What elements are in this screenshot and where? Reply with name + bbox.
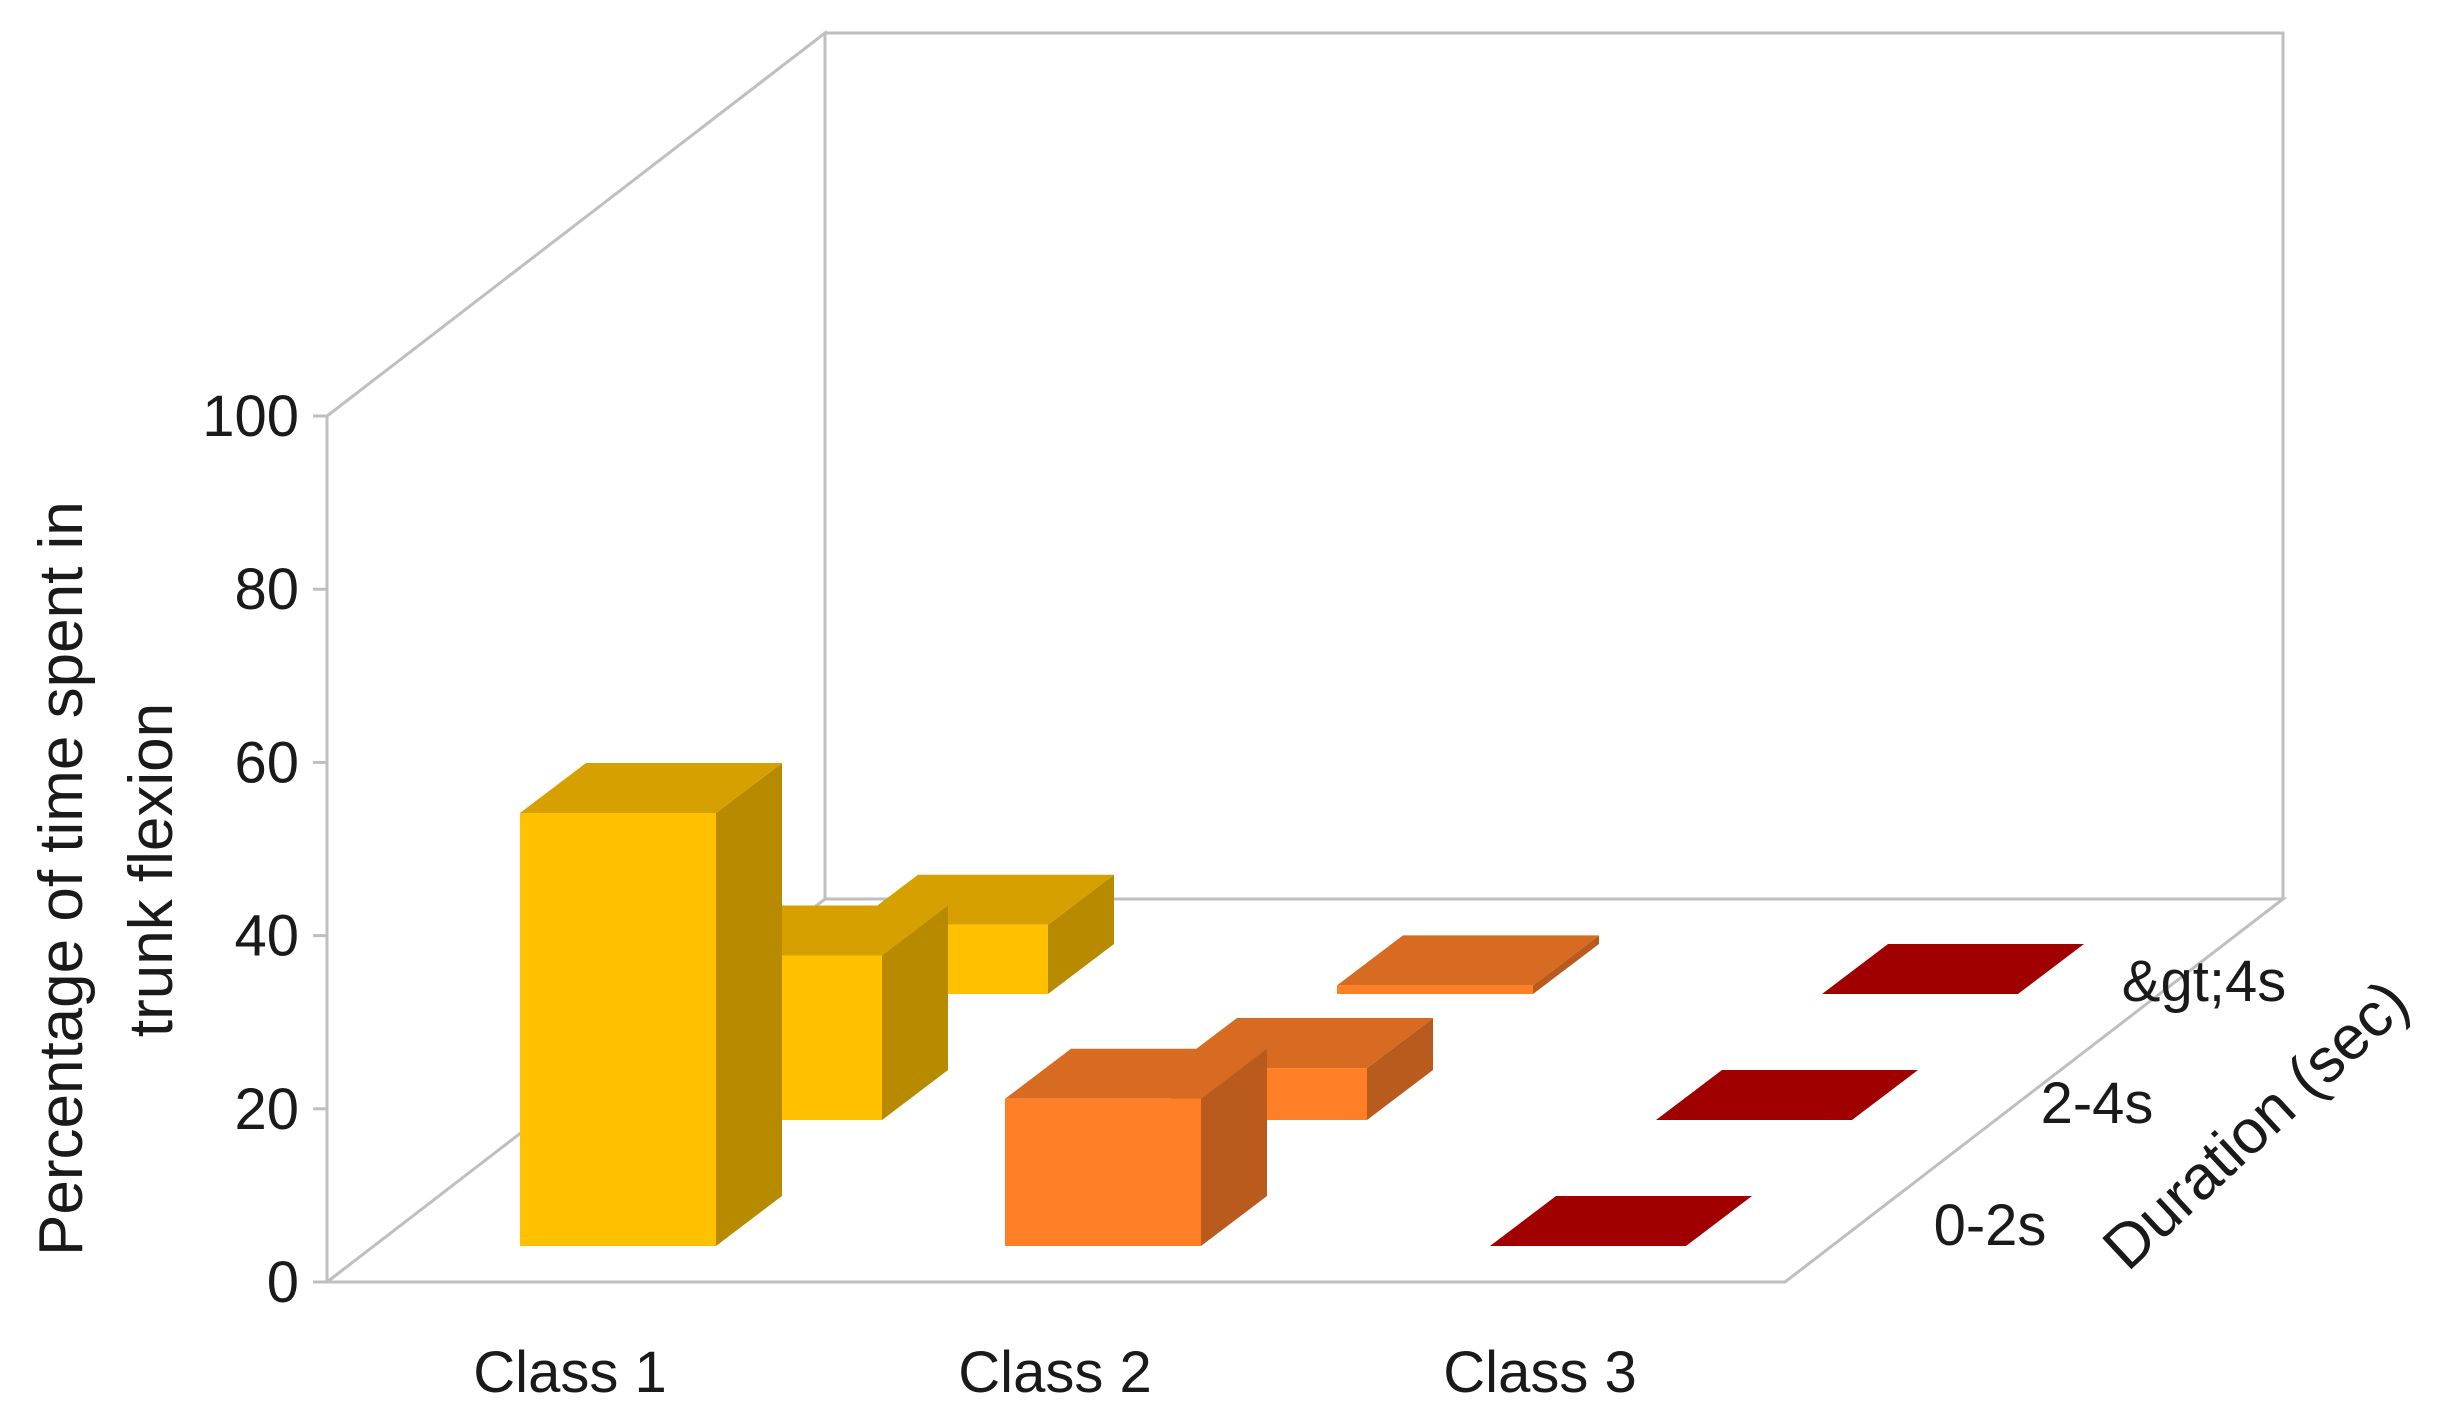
- bar-side: [1367, 1018, 1433, 1120]
- bar-top: [1337, 935, 1599, 986]
- bar-top: [1822, 944, 2084, 994]
- bar-top: [520, 763, 782, 813]
- y-tick-label: 100: [202, 384, 299, 449]
- y-tick-label: 20: [234, 1077, 299, 1142]
- y-axis-title: Percentage of time spent in trunk flexio…: [27, 484, 186, 1256]
- bar: [1337, 935, 1599, 994]
- bar-top: [1656, 1070, 1918, 1120]
- bar-side: [1048, 874, 1114, 994]
- bar-top: [1490, 1196, 1752, 1246]
- back-wall: [823, 31, 2285, 899]
- x-axis-categories: Class 1 Class 2 Class 3: [473, 1340, 1636, 1405]
- bar: [520, 763, 782, 1246]
- depth-series-label: &gt;4s: [2122, 949, 2286, 1014]
- y-tick-label: 0: [267, 1250, 299, 1315]
- bar-side: [716, 763, 782, 1246]
- x-category-label: Class 3: [1443, 1340, 1636, 1405]
- bar-side: [882, 905, 948, 1120]
- y-tick-label: 80: [234, 557, 299, 622]
- x-category-label: Class 1: [473, 1340, 666, 1405]
- bar-front: [1005, 1098, 1201, 1246]
- y-axis-title-line-1: Percentage of time spent in: [27, 501, 96, 1256]
- depth-series-label: 0-2s: [1934, 1193, 2047, 1258]
- bar-side: [1533, 935, 1599, 994]
- bar: [1822, 944, 2084, 994]
- depth-axis-labels: 0-2s 2-4s&gt;4s: [1934, 949, 2287, 1258]
- x-category-label: Class 2: [958, 1340, 1151, 1405]
- chart-bars: [520, 763, 2084, 1246]
- bar-front: [1337, 985, 1533, 994]
- bar-top: [1005, 1048, 1267, 1099]
- y-tick-label: 40: [234, 904, 299, 969]
- y-axis-title-line-2: trunk flexion: [117, 703, 186, 1037]
- bar: [1005, 1048, 1267, 1246]
- bar-front: [520, 813, 716, 1246]
- bar-side: [1201, 1048, 1267, 1246]
- bar: [1656, 1070, 1918, 1120]
- bar: [1490, 1196, 1752, 1246]
- depth-series-label: 2-4s: [2041, 1071, 2154, 1136]
- y-axis-ticks: 0 20 40 60 80 100: [202, 384, 327, 1315]
- y-tick-label: 60: [234, 730, 299, 795]
